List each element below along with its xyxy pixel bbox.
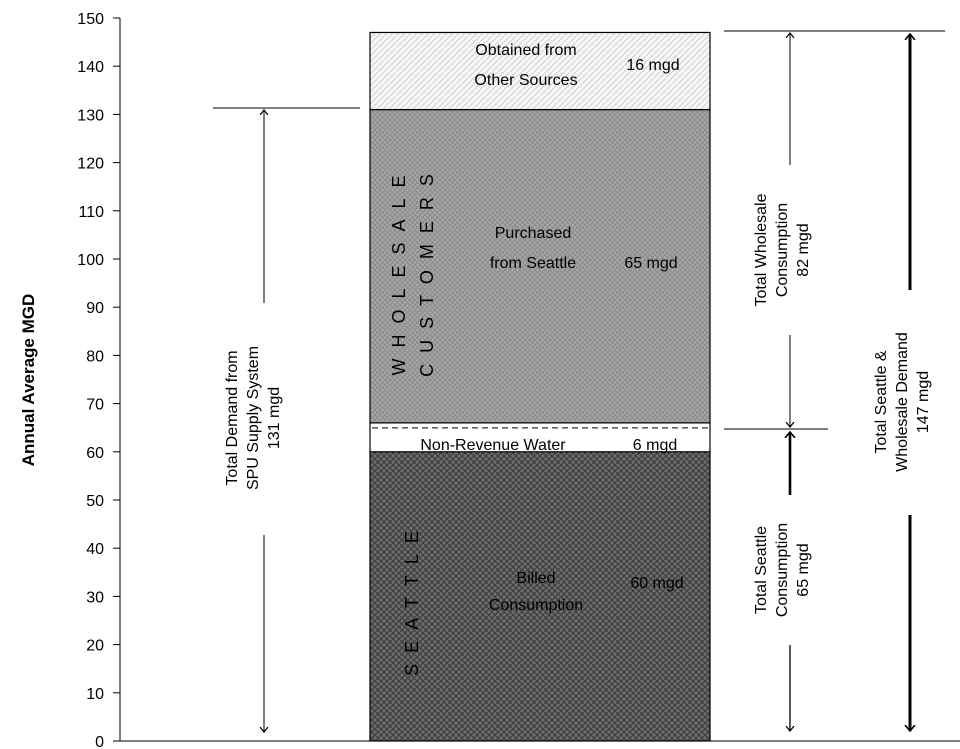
y-tick-label-30: 30 [86,589,104,606]
seattle-vertical-label: SEATTLE [402,520,422,676]
billed-label-line1: Billed [516,570,555,587]
seattle-line3: 65 mgd [795,543,812,596]
nonrevenue-label: Non-Revenue Water [420,437,566,454]
y-tick-label-0: 0 [95,734,104,749]
y-tick-label-10: 10 [86,686,104,703]
purchased-label-line1: Purchased [495,225,572,242]
wholesale-line2: Consumption [774,203,791,297]
y-tick-label-140: 140 [77,59,104,76]
y-tick-label-90: 90 [86,300,104,317]
seattle-line2: Consumption [774,523,791,617]
segment-billed-consumption [369,451,711,742]
y-tick-label-130: 130 [77,107,104,124]
total-demand-line1: Total Demand from [224,350,241,485]
y-tick-label-80: 80 [86,348,104,365]
y-tick-label-20: 20 [86,638,104,655]
purchased-label-line2: from Seattle [490,255,576,272]
y-tick-label-60: 60 [86,445,104,462]
y-axis-ticks: 0 10 20 30 40 50 60 70 80 90 100 110 120 130 140 150 [77,11,120,749]
seattle-line1: Total Seattle [753,526,770,614]
total-sw-line2: Wholesale Demand [894,332,911,472]
annotation-texts: Total Demand from SPU Supply System 131 … [224,193,932,617]
obtained-value-label: 16 mgd [626,57,679,74]
billed-label-line2: Consumption [489,597,583,614]
reference-lines [213,30,945,430]
total-sw-line1: Total Seattle & [873,350,890,454]
segment-labels: Obtained from Other Sources 16 mgd Purch… [389,42,684,676]
y-axis-title: Annual Average MGD [19,294,38,467]
segment-obtained-from-other-sources [369,31,711,111]
y-tick-label-150: 150 [77,11,104,28]
purchased-value-label: 65 mgd [624,255,677,272]
obtained-label-line1: Obtained from [475,42,576,59]
stacked-bar [369,31,711,742]
y-tick-label-50: 50 [86,493,104,510]
y-tick-label-40: 40 [86,541,104,558]
obtained-label-line2: Other Sources [474,72,577,89]
y-tick-label-70: 70 [86,397,104,414]
y-tick-label-120: 120 [77,156,104,173]
total-demand-line3: 131 mgd [266,387,283,449]
billed-value-label: 60 mgd [630,575,683,592]
wholesale-vertical-label: WHOLESALE [389,164,409,375]
total-sw-line3: 147 mgd [915,371,932,433]
annotation-arrows [264,33,910,732]
nonrevenue-value-label: 6 mgd [633,437,677,454]
customers-vertical-label: CUSTOMERS [417,163,437,377]
segment-purchased-from-seattle [369,108,711,424]
y-tick-label-100: 100 [77,252,104,269]
y-tick-label-110: 110 [78,204,104,221]
total-demand-line2: SPU Supply System [245,346,262,490]
wholesale-line1: Total Wholesale [753,193,770,306]
wholesale-line3: 82 mgd [795,223,812,276]
